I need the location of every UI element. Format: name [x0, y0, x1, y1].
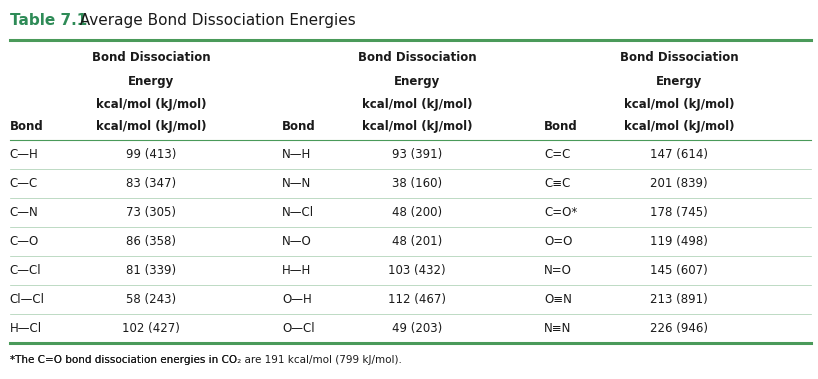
Text: 48 (201): 48 (201): [392, 235, 443, 248]
Text: C—N: C—N: [10, 206, 38, 219]
Text: N—H: N—H: [282, 148, 312, 161]
Text: N—N: N—N: [282, 177, 312, 190]
Text: 178 (745): 178 (745): [650, 206, 708, 219]
Text: O=O: O=O: [544, 235, 573, 248]
Text: 38 (160): 38 (160): [392, 177, 443, 190]
Text: Bond Dissociation: Bond Dissociation: [357, 51, 477, 64]
Text: Bond Dissociation: Bond Dissociation: [92, 51, 211, 64]
Text: C=O*: C=O*: [544, 206, 578, 219]
Text: Bond Dissociation: Bond Dissociation: [619, 51, 739, 64]
Text: 58 (243): 58 (243): [126, 293, 177, 306]
Text: kcal/mol (kJ/mol): kcal/mol (kJ/mol): [623, 98, 735, 111]
Text: 81 (339): 81 (339): [126, 264, 177, 277]
Text: N≡N: N≡N: [544, 322, 571, 335]
Text: 119 (498): 119 (498): [650, 235, 708, 248]
Text: O—Cl: O—Cl: [282, 322, 315, 335]
Text: N—Cl: N—Cl: [282, 206, 314, 219]
Text: C=C: C=C: [544, 148, 570, 161]
Text: kcal/mol (kJ/mol): kcal/mol (kJ/mol): [96, 98, 207, 111]
Text: 86 (358): 86 (358): [126, 235, 177, 248]
Text: 213 (891): 213 (891): [650, 293, 708, 306]
Text: C—Cl: C—Cl: [10, 264, 42, 277]
Text: Energy: Energy: [656, 75, 702, 88]
Text: 83 (347): 83 (347): [126, 177, 177, 190]
Text: Bond: Bond: [10, 121, 43, 133]
Text: 93 (391): 93 (391): [392, 148, 443, 161]
Text: 103 (432): 103 (432): [389, 264, 446, 277]
Text: kcal/mol (kJ/mol): kcal/mol (kJ/mol): [362, 98, 473, 111]
Text: H—H: H—H: [282, 264, 312, 277]
Text: 226 (946): 226 (946): [650, 322, 708, 335]
Text: 147 (614): 147 (614): [650, 148, 708, 161]
Text: 49 (203): 49 (203): [392, 322, 443, 335]
Text: Average Bond Dissociation Energies: Average Bond Dissociation Energies: [70, 13, 355, 28]
Text: C—H: C—H: [10, 148, 38, 161]
Text: 102 (427): 102 (427): [123, 322, 180, 335]
Text: C—O: C—O: [10, 235, 39, 248]
Text: Bond: Bond: [282, 121, 316, 133]
Text: *The C=O bond dissociation energies in CO: *The C=O bond dissociation energies in C…: [0, 378, 1, 379]
Text: Cl—Cl: Cl—Cl: [10, 293, 45, 306]
Text: Energy: Energy: [394, 75, 440, 88]
Text: 99 (413): 99 (413): [126, 148, 177, 161]
Text: C≡C: C≡C: [544, 177, 570, 190]
Text: 201 (839): 201 (839): [650, 177, 708, 190]
Text: kcal/mol (kJ/mol): kcal/mol (kJ/mol): [362, 121, 473, 133]
Text: Bond: Bond: [544, 121, 578, 133]
Text: *The C=O bond dissociation energies in CO: *The C=O bond dissociation energies in C…: [10, 355, 237, 365]
Text: N—O: N—O: [282, 235, 312, 248]
Text: O≡N: O≡N: [544, 293, 572, 306]
Text: N=O: N=O: [544, 264, 572, 277]
Text: H—Cl: H—Cl: [10, 322, 42, 335]
Text: C—C: C—C: [10, 177, 38, 190]
Text: kcal/mol (kJ/mol): kcal/mol (kJ/mol): [96, 121, 207, 133]
Text: 73 (305): 73 (305): [126, 206, 177, 219]
Text: 48 (200): 48 (200): [392, 206, 443, 219]
Text: Table 7.1: Table 7.1: [10, 13, 87, 28]
Text: kcal/mol (kJ/mol): kcal/mol (kJ/mol): [623, 121, 735, 133]
Text: 112 (467): 112 (467): [389, 293, 446, 306]
Text: Energy: Energy: [128, 75, 174, 88]
Text: *The C=O bond dissociation energies in CO₂ are 191 kcal/mol (799 kJ/mol).: *The C=O bond dissociation energies in C…: [10, 355, 402, 365]
Text: O—H: O—H: [282, 293, 312, 306]
Text: 145 (607): 145 (607): [650, 264, 708, 277]
